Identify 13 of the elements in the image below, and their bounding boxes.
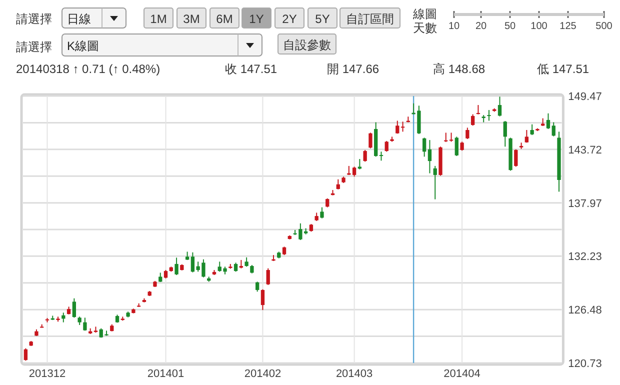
y-tick-label: 120.73 <box>568 358 602 370</box>
y-tick-label: 149.47 <box>568 91 602 103</box>
x-tick-label: 201402 <box>244 368 282 380</box>
y-tick-label: 126.48 <box>568 304 602 317</box>
y-tick-label: 132.23 <box>568 251 602 264</box>
x-tick-label: 201403 <box>336 368 373 380</box>
x-tick-label: 201404 <box>444 368 480 380</box>
grid: 120.73 126.48 132.23 137.97 143.72 149.47 201312 201401 201402 201403 201404 <box>23 91 602 380</box>
y-tick-label: 137.97 <box>568 198 602 210</box>
x-tick-label: 201312 <box>28 368 66 380</box>
controls: 請選擇 日線 1M 3M 6M 1Y 2Y 5Y 自訂區間 線圖 天數 10 20 50 100 125 500 請選擇 K線圖 自設參數 20140318 ↑ 0.71 (↑ 0.48%) 收 147.51 開 147.66 高 148.68 低 147.51 <box>16 7 612 76</box>
x-tick-label: 201401 <box>147 368 184 380</box>
y-tick-label: 143.72 <box>568 144 602 156</box>
